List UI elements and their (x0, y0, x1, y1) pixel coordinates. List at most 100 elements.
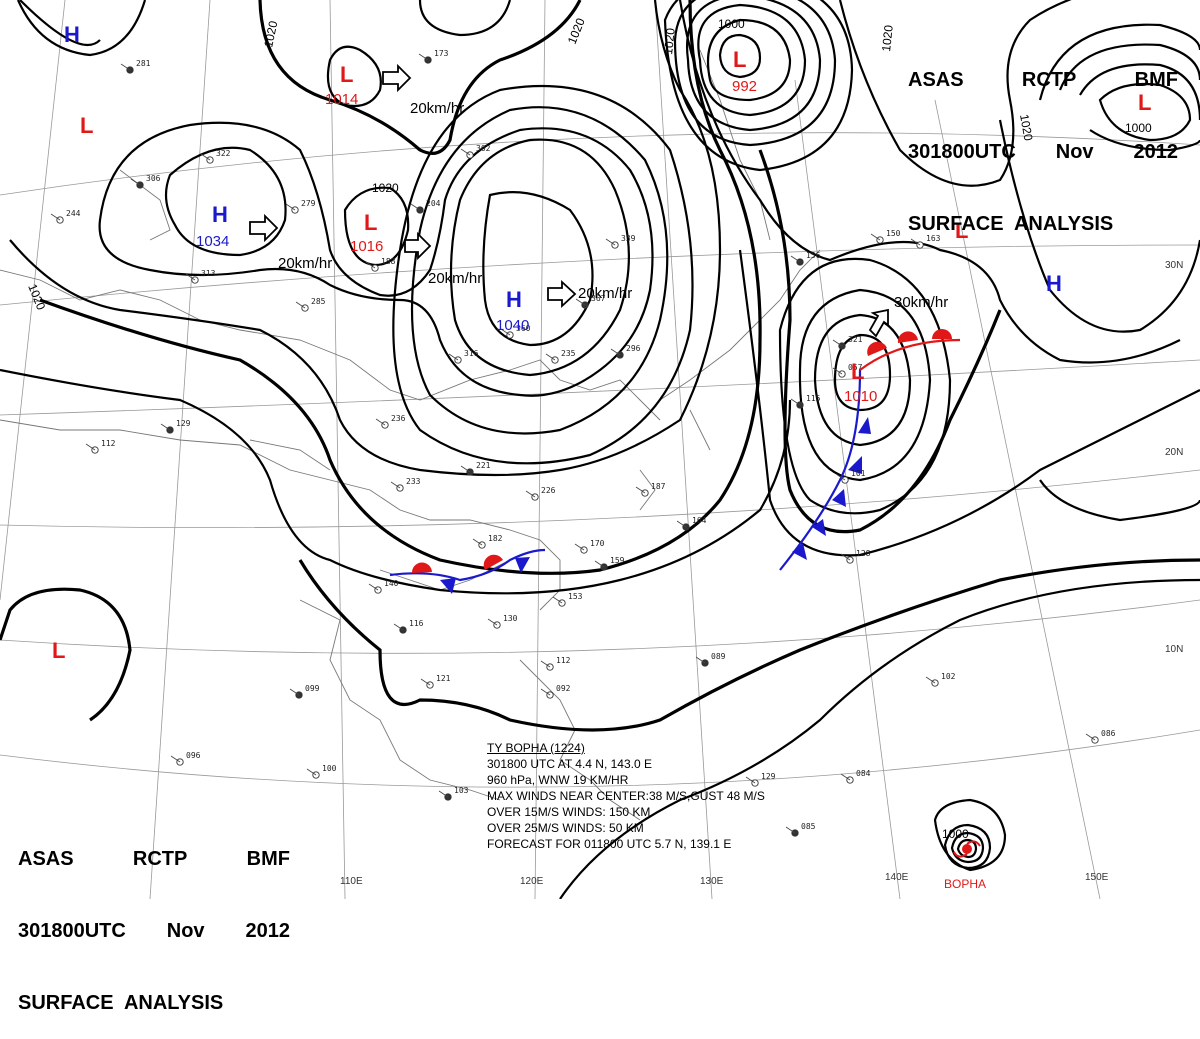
station-pressure-label: 302 (476, 144, 491, 153)
header-year: 2012 (1133, 141, 1178, 163)
wind-barb (574, 543, 585, 551)
low-pressure-value: 992 (732, 78, 757, 95)
wind-barb (605, 238, 616, 246)
wind-barb (594, 560, 605, 568)
wind-barb (365, 261, 376, 269)
low-pressure-value: 1016 (350, 238, 383, 255)
isobars (0, 0, 1200, 899)
movement-speed-label: 20km/hr (278, 255, 332, 272)
station-pressure-label: 235 (561, 349, 576, 358)
wind-barb (418, 53, 429, 61)
lat-label: 30N (1165, 260, 1183, 271)
wind-barb (870, 233, 881, 241)
station-pressure-label: 129 (176, 419, 191, 428)
high-pressure-symbol: H (1046, 271, 1062, 296)
wind-barb (635, 486, 646, 494)
header-station: RCTP (132, 848, 188, 870)
station-pressure-label: 112 (556, 656, 571, 665)
station-pressure-label: 099 (305, 684, 320, 693)
header-year: 2012 (245, 920, 290, 942)
wind-barb (695, 656, 706, 664)
station-pressure-label: 316 (464, 349, 479, 358)
station-pressure-label: 285 (311, 297, 326, 306)
wind-barb (552, 596, 563, 604)
wind-barb (487, 618, 498, 626)
header-station: RCTP (1021, 69, 1077, 91)
wind-barb (393, 623, 404, 631)
station-pressure-label: 367 (591, 294, 606, 303)
station-pressure-label: 306 (146, 174, 161, 183)
wind-barb (832, 339, 843, 347)
header-month: Nov (1055, 141, 1094, 163)
wind-barb (368, 583, 379, 591)
movement-arrows (249, 63, 889, 338)
typhoon-info-box: TY BOPHA (1224) 301800 UTC AT 4.4 N, 143… (487, 740, 832, 852)
station-pressure-label: 092 (556, 684, 571, 693)
wind-barb (295, 301, 306, 309)
station-pressure-label: 233 (406, 477, 421, 486)
station-pressure-label: 057 (848, 363, 863, 372)
movement-speed-label: 20km/hr (428, 270, 482, 287)
low-pressure-symbol: L (733, 47, 746, 72)
wind-barb (790, 398, 801, 406)
station-pressure-label: 085 (801, 822, 816, 831)
header-month: Nov (166, 920, 205, 942)
typhoon-info-line: 301800 UTC AT 4.4 N, 143.0 E (487, 757, 652, 771)
fronts (389, 329, 961, 594)
pressure-centers: H H 1034 H 1040 H L L 1014 L 1016 L 992 … (52, 22, 1151, 663)
station-pressure-label: 244 (66, 209, 81, 218)
station-pressure-label: 100 (322, 764, 337, 773)
lat-lon-labels: 30N 20N 10N 110E 120E 130E 140E 150E (340, 260, 1183, 887)
station-pressure-label: 339 (621, 234, 636, 243)
low-pressure-symbol: L (1138, 90, 1151, 115)
wind-barb (832, 367, 843, 375)
weather-map: 306 322 279 204 188 285 173 302 339 367 360 316 296 2… (0, 0, 1200, 899)
wind-barb (160, 423, 171, 431)
station-pressure-label: 096 (186, 751, 201, 760)
typhoon-info-line: TY BOPHA (1224) (487, 741, 585, 755)
station-pressure-label: 116 (409, 619, 424, 628)
low-pressure-symbol: L (340, 62, 353, 87)
low-pressure-symbol: L (851, 359, 864, 384)
wind-barb (50, 213, 61, 221)
wind-barb (575, 298, 586, 306)
wind-barb (375, 418, 386, 426)
lat-label: 10N (1165, 644, 1183, 655)
high-pressure-symbol: H (506, 287, 522, 312)
station-pressure-label: 156 (806, 251, 821, 260)
wind-barb (460, 148, 471, 156)
wind-barb (285, 203, 296, 211)
header-time: 301800UTC (908, 141, 1016, 163)
station-pressure-label: 084 (856, 769, 871, 778)
wind-barb (420, 678, 431, 686)
station-pressure-label: 128 (856, 549, 871, 558)
wind-barb (540, 688, 551, 696)
wind-barb (910, 238, 921, 246)
wind-barb (200, 153, 211, 161)
typhoon-name-label: BOPHA (944, 877, 986, 891)
wind-barb (1085, 733, 1096, 741)
wind-barb (785, 826, 796, 834)
station-plots: 306 322 279 204 188 285 173 302 339 367 360 316 296 2… (50, 49, 1116, 837)
station-pressure-label: 281 (136, 59, 151, 68)
station-pressure-label: 279 (301, 199, 316, 208)
lat-label: 20N (1165, 447, 1183, 458)
station-pressure-label: 173 (434, 49, 449, 58)
station-pressure-label: 150 (886, 229, 901, 238)
wind-barb (525, 490, 536, 498)
station-pressure-label: 130 (503, 614, 518, 623)
typhoon-info-line: OVER 15M/S WINDS: 150 KM (487, 805, 651, 819)
isobar-label: 1020 (372, 181, 399, 195)
station-pressure-label: 226 (541, 486, 556, 495)
header-agency: ASAS (908, 69, 964, 91)
low-pressure-symbol: L (955, 218, 968, 243)
map-header-top: ASAS RCTP BMF 301800UTC Nov 2012 SURFACE… (908, 20, 1178, 260)
wind-barb (306, 768, 317, 776)
wind-barb (130, 178, 141, 186)
station-pressure-label: 129 (761, 772, 776, 781)
lon-label: 140E (885, 872, 909, 883)
movement-speed-label: 30km/hr (894, 294, 948, 311)
low-pressure-symbol: L (364, 210, 377, 235)
movement-speed-labels: 20km/hr 20km/hr 20km/hr 20km/hr 30km/hr (278, 100, 948, 311)
wind-barb (472, 538, 483, 546)
